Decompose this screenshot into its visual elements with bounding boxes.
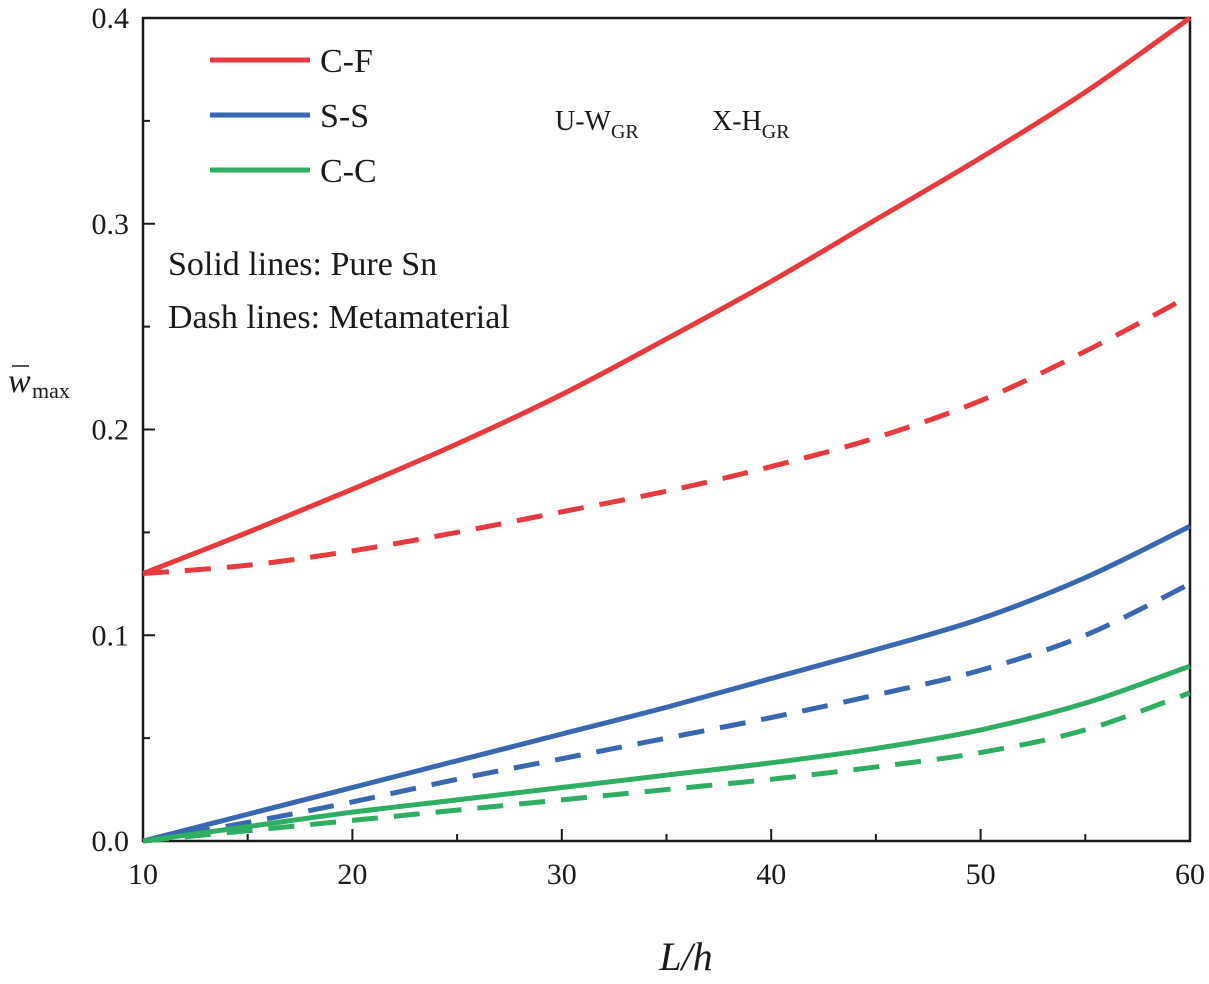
x-tick-label-50: 50	[966, 858, 996, 891]
annotation-x-h-main: X-H	[712, 106, 762, 137]
x-tick-label-10: 10	[128, 858, 158, 891]
y-tick-label-0.4: 0.4	[92, 2, 130, 35]
x-tick-label-40: 40	[756, 858, 786, 891]
annotation-x-h-gr: X-HGR	[712, 106, 790, 143]
annotation-x-h-sub: GR	[762, 121, 790, 143]
y-axis-title-main: w	[8, 363, 31, 400]
y-axis-ticks: 0.0 0.1 0.2 0.3 0.4	[92, 2, 155, 858]
legend-label-s-s: S-S	[320, 98, 369, 135]
x-tick-label-30: 30	[547, 858, 577, 891]
annotation-u-w-sub: GR	[611, 121, 639, 143]
note-dash-lines: Dash lines: Metamaterial	[168, 299, 510, 336]
y-axis-title-sub: max	[32, 378, 70, 403]
series-line-s-s-metamaterial	[142, 581, 1192, 844]
x-tick-label-20: 20	[337, 858, 367, 891]
note-solid-lines: Solid lines: Pure Sn	[168, 246, 437, 283]
series-line-c-f-pure-sn	[142, 15, 1192, 576]
y-tick-label-0: 0.0	[92, 825, 130, 858]
annotation-u-w-main: U-W	[555, 106, 612, 137]
y-tick-label-0.2: 0.2	[92, 414, 130, 447]
y-axis-title: w max	[8, 363, 70, 403]
series-layer	[142, 15, 1192, 844]
series-line-c-f-metamaterial	[142, 293, 1192, 577]
legend-label-c-f: C-F	[320, 43, 373, 80]
annotation-u-w-gr: U-WGR	[555, 106, 639, 143]
x-axis-title: L/h	[658, 934, 712, 979]
y-tick-label-0.3: 0.3	[92, 208, 130, 241]
legend-label-c-c: C-C	[320, 153, 377, 190]
x-tick-label-60: 60	[1175, 858, 1205, 891]
x-axis-ticks: 10 20 30 40 50 60	[128, 829, 1205, 891]
series-line-c-c-metamaterial	[142, 690, 1191, 844]
series-line-s-s-pure-sn	[142, 523, 1192, 844]
series-line-c-c-pure-sn	[142, 663, 1191, 844]
y-tick-label-0.1: 0.1	[92, 619, 130, 652]
legend: C-F S-S C-C	[210, 43, 377, 190]
